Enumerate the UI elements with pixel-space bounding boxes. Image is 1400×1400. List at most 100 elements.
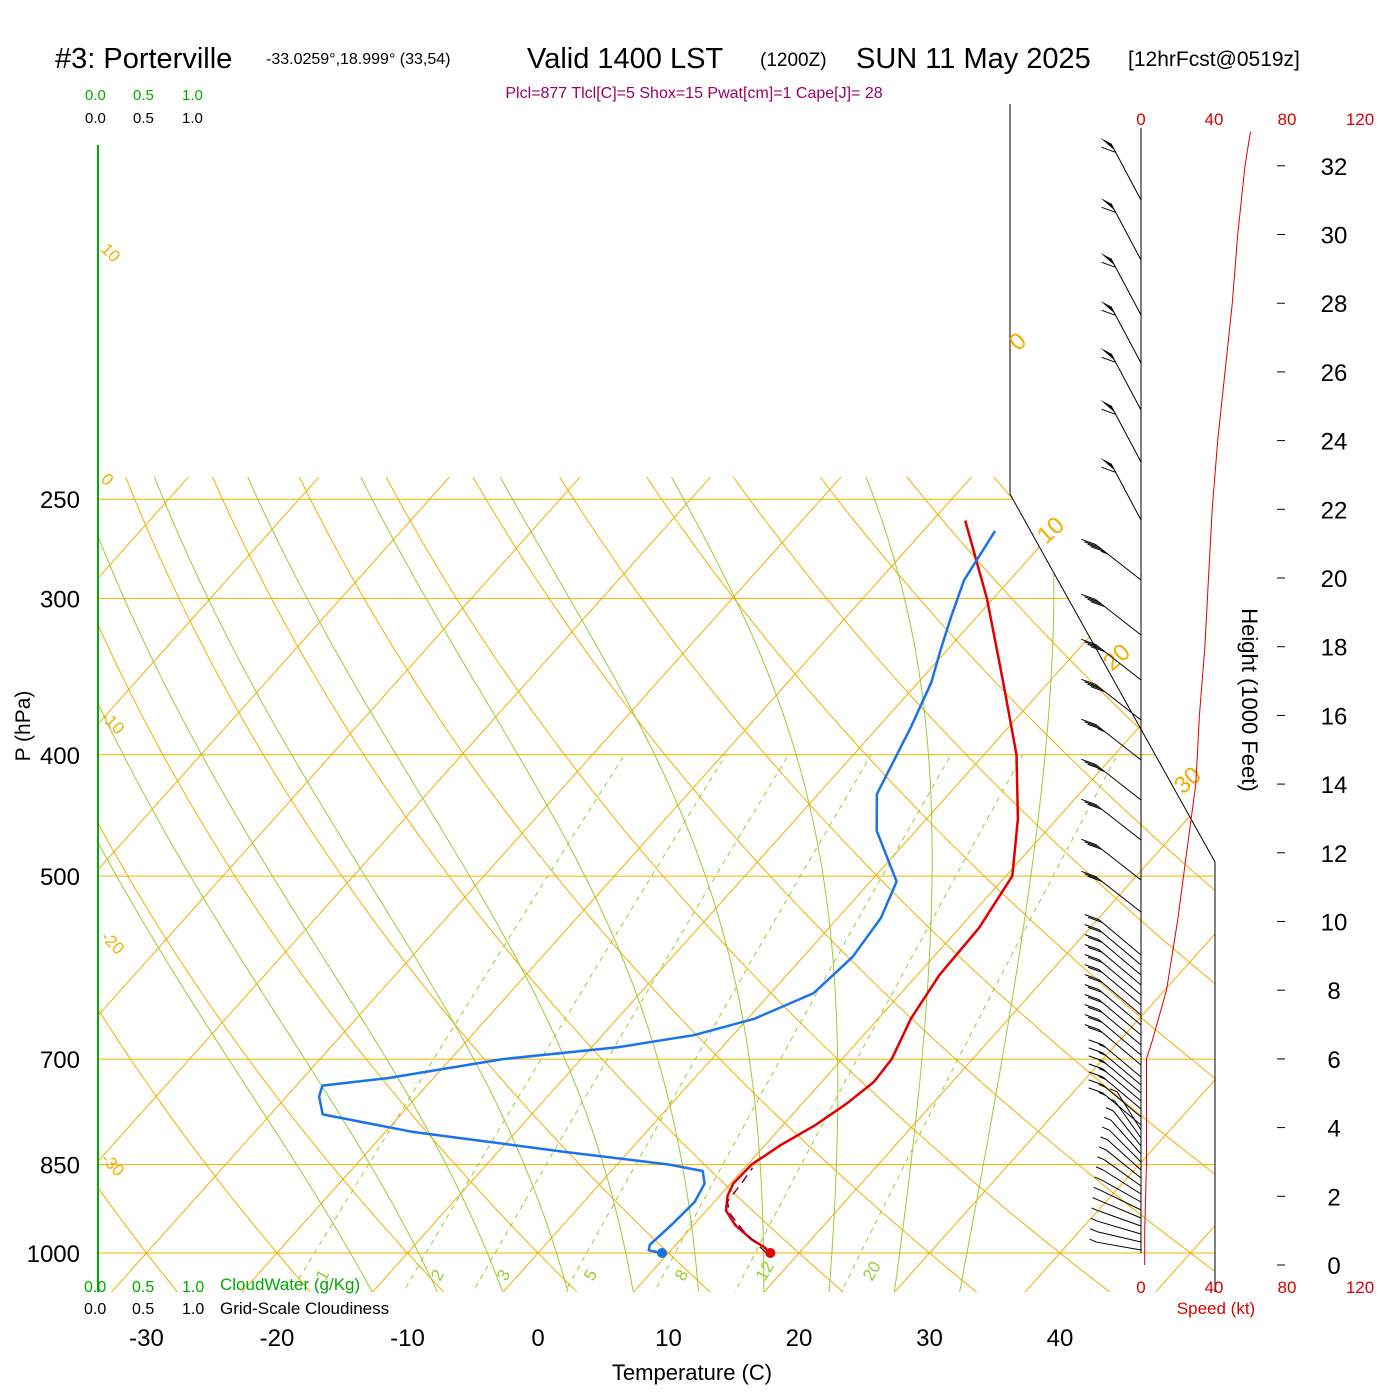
wind-barb-feather xyxy=(1084,1024,1100,1031)
dry-adiabat-line xyxy=(212,476,845,1292)
wind-barb-feather xyxy=(1097,768,1105,773)
wind-barb-feather xyxy=(1087,976,1103,983)
isotherm-label: 30 xyxy=(1169,762,1207,800)
wind-barb-feather xyxy=(1087,643,1102,650)
site-coords: -33.0259°,18.999° (33,54) xyxy=(266,51,450,68)
speed-tick-label: 40 xyxy=(1205,1278,1224,1297)
wind-barb-feather xyxy=(1087,986,1103,993)
wind-barb-feather xyxy=(1081,538,1096,545)
dry-adiabat-line xyxy=(1254,477,1400,1292)
moist-adiabat-line xyxy=(499,476,765,1292)
height-axis-label: Height (1000 Feet) xyxy=(1237,608,1262,791)
wind-barb-feather xyxy=(1087,1006,1103,1013)
wind-barb-staff xyxy=(1097,1231,1142,1243)
mixing-ratio-label: 8 xyxy=(671,1266,692,1284)
dry-adiabat-line xyxy=(385,476,1111,1292)
wind-barb-feather xyxy=(1081,638,1096,645)
pressure-tick-label: 250 xyxy=(40,487,80,514)
wind-barb-feather xyxy=(1087,1026,1103,1033)
wind-barb xyxy=(1089,1228,1142,1243)
wind-barb-staff xyxy=(1094,598,1142,636)
height-tick-label: 4 xyxy=(1327,1116,1340,1143)
isotherm-line xyxy=(98,476,711,1292)
dry-adiabat-line xyxy=(98,476,178,1292)
dry-adiabat-line xyxy=(819,476,1215,1292)
mixing-ratio-label: 12 xyxy=(752,1258,778,1284)
isotherm-line xyxy=(98,476,581,1292)
pressure-tick-label: 850 xyxy=(40,1153,80,1180)
isotherm-line xyxy=(491,476,1215,1292)
wind-barb-staff xyxy=(1094,875,1142,913)
moist-adiabat-line xyxy=(153,476,569,1292)
isotherm-line xyxy=(621,476,1215,1292)
wind-barb-feather xyxy=(1084,1004,1100,1011)
wind-barb xyxy=(1100,347,1142,411)
wind-barb xyxy=(1091,1207,1142,1227)
moist-adiabat-line xyxy=(671,476,839,1292)
wind-barb-feather xyxy=(1084,984,1100,991)
wind-barb-staff xyxy=(1102,1076,1142,1110)
speed-tick-label: 80 xyxy=(1278,1278,1297,1297)
mixing-ratio-line xyxy=(557,754,872,1292)
wind-barb xyxy=(1081,638,1142,681)
wind-barb-feather xyxy=(1102,1126,1110,1131)
wind-barb-feather xyxy=(1097,1156,1105,1161)
height-tick-label: 20 xyxy=(1321,566,1348,593)
height-tick-label: 8 xyxy=(1327,978,1340,1005)
moist-adiabat-line xyxy=(360,476,700,1292)
wind-barb-feather xyxy=(1090,601,1105,608)
wind-barb xyxy=(1100,399,1142,463)
wind-barb xyxy=(1084,994,1142,1036)
speed-tick-label: 0 xyxy=(1136,110,1145,129)
wind-barb xyxy=(1097,1156,1142,1187)
wind-barb-feather xyxy=(1098,1059,1106,1064)
wind-barb-feather xyxy=(1081,593,1096,600)
wind-barb-staff xyxy=(1096,1241,1142,1251)
height-tick-label: 30 xyxy=(1321,223,1348,250)
wind-barb-feather xyxy=(1081,798,1096,805)
bottom-green-scale-2: 1.0 xyxy=(182,1279,204,1296)
wind-barb xyxy=(1093,1186,1142,1211)
bottom-green-scale-0: 0.0 xyxy=(84,1279,106,1296)
wind-barb xyxy=(1103,1116,1142,1155)
wind-barb-feather xyxy=(1087,1016,1103,1023)
temperature-tick-label: 10 xyxy=(655,1325,682,1352)
wind-barb-feather xyxy=(1087,723,1102,730)
wind-barb xyxy=(1084,1014,1142,1056)
wind-barb-feather xyxy=(1101,206,1116,213)
wind-barb xyxy=(1084,984,1142,1026)
pressure-tick-label: 400 xyxy=(40,743,80,770)
wind-barb xyxy=(1100,300,1142,364)
wind-barb xyxy=(1084,914,1142,956)
wind-barb-feather xyxy=(1100,1136,1108,1141)
isotherm-line xyxy=(882,476,1215,1292)
wind-barb xyxy=(1100,457,1142,521)
wind-barb xyxy=(1102,1126,1142,1163)
wind-barb xyxy=(1089,1238,1142,1251)
pressure-labels: 250 300 400 500 700 850 1000 xyxy=(27,487,80,1268)
moist-adiabat-line xyxy=(247,476,634,1292)
top-green-scale-1: 0.5 xyxy=(133,87,154,104)
wind-barb-flag xyxy=(1100,252,1115,266)
wind-panel xyxy=(1081,128,1142,1253)
dry-adiabat-line xyxy=(646,476,1215,1292)
valid-date: SUN 11 May 2025 xyxy=(856,43,1091,75)
bottom-black-scale: 0.0 0.5 1.0 Grid-Scale Cloudiness xyxy=(84,1299,389,1318)
wind-barb xyxy=(1084,1024,1142,1066)
temperature-tick-label: 30 xyxy=(916,1325,943,1352)
wind-barb-feather xyxy=(1081,758,1096,765)
wind-barb-feather xyxy=(1087,956,1103,963)
wind-barb xyxy=(1100,252,1142,316)
height-tick-label: 16 xyxy=(1321,703,1348,730)
wind-barb-staff xyxy=(1102,1169,1142,1195)
wind-barb-feather xyxy=(1101,261,1116,268)
speed-tick-label: 120 xyxy=(1346,110,1374,129)
height-tick-label: 22 xyxy=(1321,497,1348,524)
wind-barb-staff xyxy=(1102,1068,1142,1102)
wind-barb-staff xyxy=(1108,1129,1142,1163)
cloudiness-label: Grid-Scale Cloudiness xyxy=(220,1299,389,1318)
wind-barb-feather xyxy=(1084,934,1100,941)
top-black-scale-0: 0.0 xyxy=(85,110,106,127)
wind-barb-feather xyxy=(1101,408,1116,415)
